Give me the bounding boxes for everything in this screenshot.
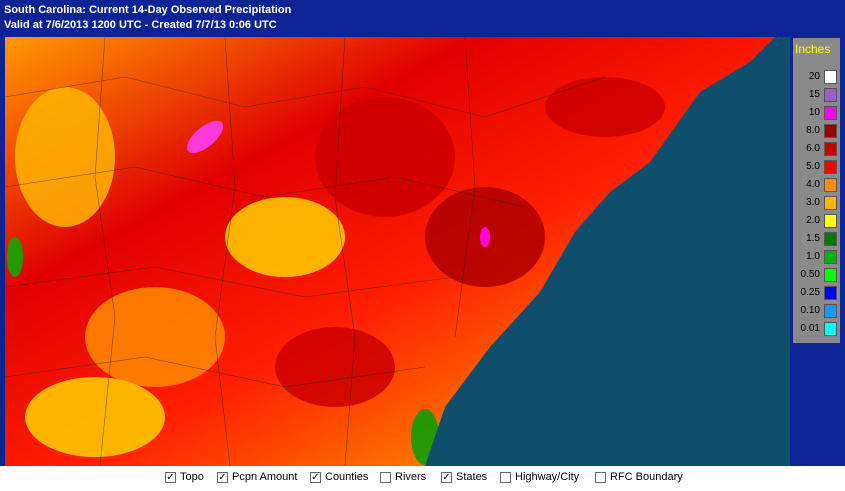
legend-swatch	[824, 160, 837, 174]
legend-swatch	[824, 106, 837, 120]
legend-row: 0.01	[793, 321, 840, 338]
legend-label: 0.25	[800, 287, 820, 298]
checkbox-label: RFC Boundary	[610, 471, 683, 483]
layer-checkbox[interactable]: Rivers	[380, 471, 426, 483]
checkbox-label: States	[456, 471, 488, 483]
legend-swatch	[824, 232, 837, 246]
legend-label: 6.0	[806, 143, 820, 154]
checkbox[interactable]: ✓	[441, 471, 452, 483]
legend-title: Inches	[795, 42, 831, 56]
legend-label: 8.0	[806, 125, 820, 136]
checkbox[interactable]	[595, 471, 606, 483]
layer-checkbox[interactable]: RFC Boundary	[595, 471, 683, 483]
precip-patches	[7, 77, 665, 465]
layer-checkbox[interactable]: ✓ Counties	[310, 471, 368, 483]
legend-label: 0.01	[800, 323, 820, 334]
legend-swatch	[824, 304, 837, 318]
legend-row: 1.0	[793, 249, 840, 266]
layer-checkbox[interactable]: ✓ States	[441, 471, 487, 483]
title: South Carolina: Current 14-Day Observed …	[4, 4, 292, 16]
county-lines	[5, 37, 606, 466]
legend-label: 15	[808, 89, 820, 100]
legend-row: 10	[793, 105, 840, 122]
layer-checkbox[interactable]: ✓ Pcpn Amount	[217, 471, 297, 483]
checkbox[interactable]: ✓	[165, 471, 176, 483]
legend-row: 0.25	[793, 285, 840, 302]
legend-row: 8.0	[793, 123, 840, 140]
legend-row: 6.0	[793, 141, 840, 158]
legend-swatch	[824, 196, 837, 210]
legend-swatch	[824, 250, 837, 264]
legend-swatch	[824, 88, 837, 102]
legend-row: 5.0	[793, 159, 840, 176]
legend-row: 15	[793, 87, 840, 104]
checkbox-label: Pcpn Amount	[232, 471, 298, 483]
legend-swatch	[824, 286, 837, 300]
legend-label: 0.10	[800, 305, 820, 316]
checkbox-label: Topo	[180, 471, 204, 483]
checkbox[interactable]: ✓	[310, 471, 321, 483]
legend-row: 0.50	[793, 267, 840, 284]
legend-label: 4.0	[806, 179, 820, 190]
legend-swatch	[824, 268, 837, 282]
legend-swatch	[824, 124, 837, 138]
map	[5, 37, 790, 466]
legend-swatch	[824, 142, 837, 156]
checkbox-label: Highway/City	[515, 471, 580, 483]
checkbox[interactable]	[380, 471, 391, 483]
legend-label: 10	[808, 107, 820, 118]
layer-checkbox[interactable]: ✓ Topo	[165, 471, 204, 483]
legend-row: 2.0	[793, 213, 840, 230]
legend-label: 1.5	[806, 233, 820, 244]
checkbox[interactable]: ✓	[217, 471, 228, 483]
legend-label: 20	[808, 71, 820, 82]
checkbox-label: Counties	[325, 471, 369, 483]
legend-row: 20	[793, 69, 840, 86]
legend: Inches 20 15 10 8.0 6.0 5.0 4.0 3.0 2.0 1.5 1.0 0.5…	[793, 38, 840, 343]
legend-label: 5.0	[806, 161, 820, 172]
legend-label: 0.50	[800, 269, 820, 280]
layer-bar: ✓ Topo ✓ Pcpn Amount ✓ Counties Rivers ✓ States H…	[0, 466, 845, 491]
legend-swatch	[824, 214, 837, 228]
legend-label: 1.0	[806, 251, 820, 262]
legend-label: 3.0	[806, 197, 820, 208]
layer-checkbox[interactable]: Highway/City	[500, 471, 579, 483]
legend-label: 2.0	[806, 215, 820, 226]
legend-row: 0.10	[793, 303, 840, 320]
legend-row: 1.5	[793, 231, 840, 248]
legend-row: 3.0	[793, 195, 840, 212]
legend-swatch	[824, 70, 837, 84]
checkbox-label: Rivers	[395, 471, 427, 483]
legend-swatch	[824, 178, 837, 192]
ocean	[425, 37, 790, 466]
legend-swatch	[824, 322, 837, 336]
subtitle: Valid at 7/6/2013 1200 UTC - Created 7/7…	[4, 19, 277, 31]
checkbox[interactable]	[500, 471, 511, 483]
legend-row: 4.0	[793, 177, 840, 194]
